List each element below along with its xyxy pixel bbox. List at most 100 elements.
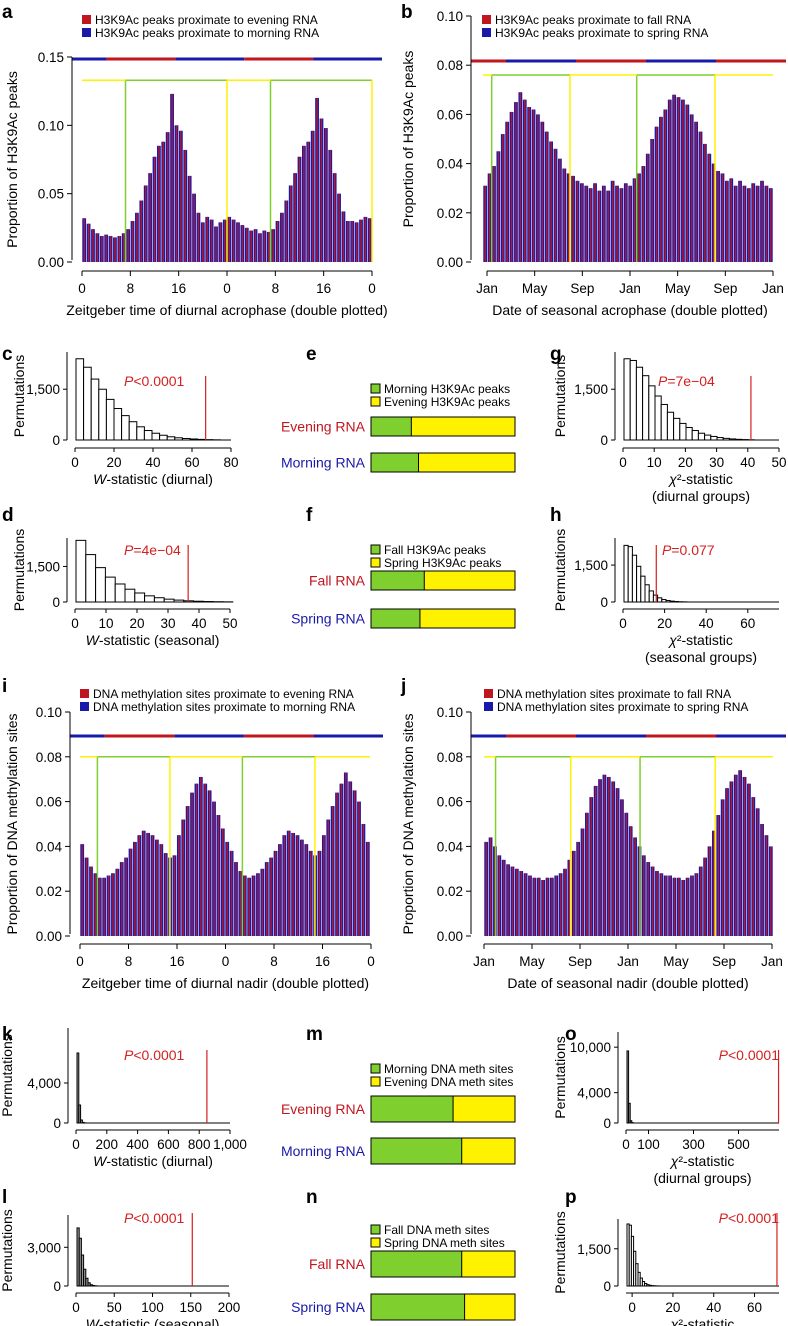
p-value-letter: P (124, 542, 134, 558)
bar-stripe (581, 183, 583, 262)
bar-stripe (730, 781, 733, 936)
bar-stripe (743, 776, 746, 936)
bar-stripe (651, 866, 654, 936)
bar-stripe (94, 873, 97, 936)
bar-stripe (123, 233, 125, 262)
p-value-label: P=0.077 (662, 542, 715, 558)
bar-stripe (660, 873, 662, 936)
x-axis-label-symbol: χ (667, 471, 677, 487)
bar-stripe (327, 819, 329, 936)
y-tick-label: 3,000 (27, 1240, 61, 1255)
bar-stripe (186, 806, 189, 936)
bar-stripe (188, 175, 191, 262)
stacked-bar-outline (370, 1250, 516, 1278)
x-tick-label: 60 (740, 616, 755, 631)
histogram-bin (652, 594, 659, 603)
y-tick-label: 0.05 (38, 187, 64, 202)
p-value-label: P=7e−04 (658, 373, 715, 389)
histogram-bin (627, 546, 633, 603)
bar-stripe (554, 148, 557, 262)
y-tick-label: 0.02 (437, 206, 463, 221)
stacked-bar-outline (370, 1137, 516, 1165)
panel-letter-b: b (401, 2, 413, 23)
histogram-bin (128, 421, 138, 441)
legend-label: Evening DNA meth sites (384, 1075, 513, 1089)
bar-stripe (224, 219, 226, 262)
stacked-bar-outline (370, 608, 516, 629)
y-tick-label: 0.10 (437, 705, 463, 720)
bar-stripe (140, 200, 142, 262)
bar-stripe (246, 227, 248, 262)
panel-g: P=7e−04 0 1,500 0 10 20 30 40 50 χ²-statistic(diu… (552, 352, 787, 504)
histogram-bin (648, 385, 656, 441)
x-tick-label: 20 (678, 455, 693, 470)
bar-stripe (129, 848, 132, 936)
bar-stripe (114, 237, 116, 262)
p-value-letter: P (124, 1210, 134, 1226)
histogram-bin (691, 430, 699, 441)
row-label: Evening RNA (281, 419, 366, 435)
legend-label: Morning H3K9Ac peaks (384, 382, 510, 396)
y-tick-label: 0 (600, 595, 608, 610)
y-axis-label: Proportion of H3K9Ac peaks (4, 71, 20, 248)
y-tick-label: 10,000 (570, 1040, 611, 1055)
bar-stripe (254, 229, 257, 262)
bar-stripe (682, 99, 684, 262)
legend-label: DNA methylation sites proximate to eveni… (93, 687, 354, 701)
p-value-label: P<0.0001 (124, 373, 185, 389)
bar-stripe (581, 828, 584, 936)
legend-swatch (370, 557, 381, 568)
legend-label: Morning DNA meth sites (384, 1062, 513, 1076)
x-tick-label: 300 (682, 1137, 705, 1152)
p-value-text: <0.0001 (728, 1210, 779, 1226)
bar-stripe (686, 104, 688, 262)
panel-a: 0.00 0.05 0.10 0.15 0 8 16 0 8 16 0 Zeitgeber time … (4, 13, 388, 318)
y-tick-label: 0 (53, 1279, 61, 1294)
y-tick-label: 0.10 (38, 118, 64, 133)
panel-letter-f: f (306, 505, 313, 526)
bar-stripe (642, 166, 645, 262)
y-axis-label: Proportion of DNA methylation sites (4, 714, 20, 935)
x-axis-label-symbol: W (86, 632, 101, 648)
y-tick-label: 1,500 (574, 558, 608, 573)
legend-swatch (82, 15, 91, 24)
x-axis-label: W-statistic (seasonal) (86, 1316, 220, 1326)
bar-stripe (257, 873, 259, 936)
x-tick-label: Sep (712, 954, 736, 969)
bar-stripe (713, 830, 715, 936)
legend-swatch (370, 396, 381, 407)
bar-stripe (699, 131, 702, 262)
stacked-segment-green (371, 1294, 465, 1320)
bar-stripe (757, 808, 759, 936)
p-value-label: P<0.0001 (124, 1047, 185, 1063)
p-value-label: P<0.0001 (719, 1210, 780, 1226)
x-tick-label: 0 (619, 616, 627, 631)
x-tick-label: 500 (727, 1137, 750, 1152)
x-tick-label: 16 (171, 281, 186, 296)
bar-stripe (682, 880, 684, 936)
bar-stripe (162, 141, 164, 262)
legend-label: Fall DNA meth sites (384, 1223, 489, 1237)
y-tick-label: 0.10 (36, 705, 62, 720)
bar-stripe (173, 855, 176, 936)
bar-stripe (677, 97, 680, 263)
bar-stripe (281, 212, 283, 262)
bar-stripe (217, 815, 220, 936)
y-tick-label: 1,500 (26, 382, 60, 397)
y-tick-label: 0.08 (437, 750, 463, 765)
bar-stripe (493, 166, 495, 262)
y-tick-label: 0.08 (437, 58, 463, 73)
p-value-text: <0.0001 (728, 1047, 779, 1063)
bar-stripe (318, 850, 321, 936)
legend-swatch (82, 28, 91, 37)
bar-stripe (204, 783, 206, 936)
stacked-segment-yellow (424, 571, 515, 590)
y-tick-label: 0.10 (437, 9, 463, 24)
bar-stripe (151, 835, 154, 936)
bar-stripe (266, 862, 268, 936)
bar-stripe (342, 211, 345, 262)
histogram-bin (75, 539, 87, 603)
x-tick-label: May (519, 954, 545, 969)
bar-stripe (345, 772, 347, 936)
